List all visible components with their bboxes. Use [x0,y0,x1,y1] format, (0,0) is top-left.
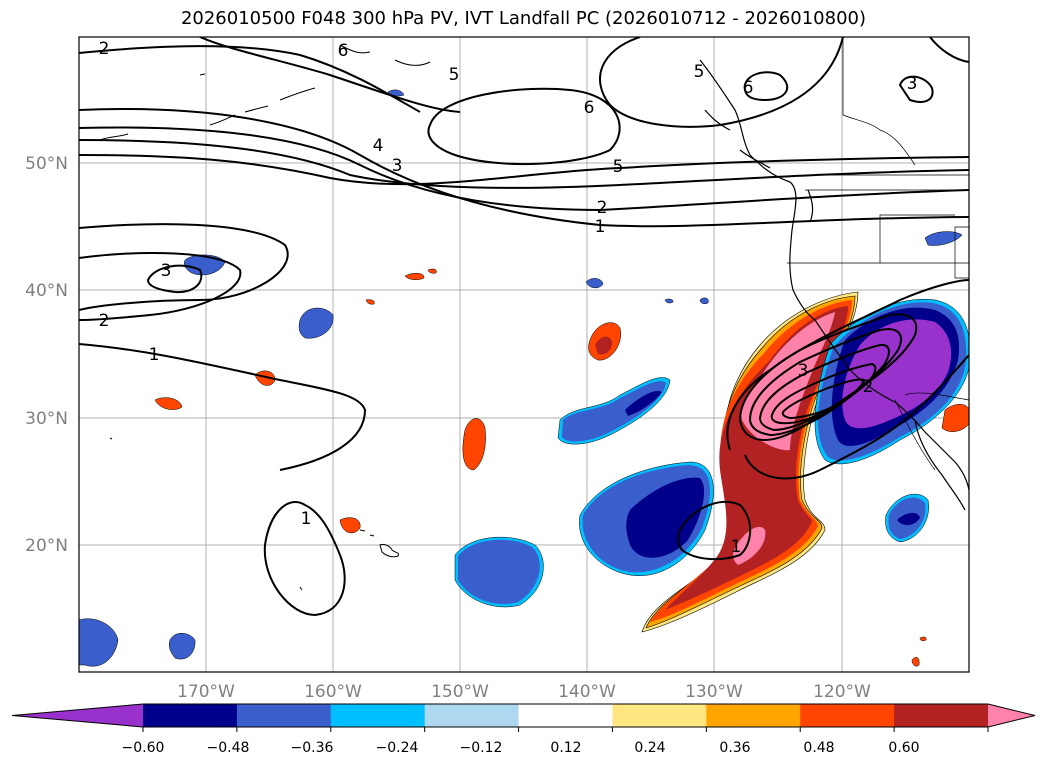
lon-label-170w: 170°W [177,682,235,702]
contour-label: 5 [694,62,705,82]
colorbar-segment [518,704,613,727]
colorbar-tick-label: −0.60 [122,740,165,756]
contour-label: 3 [907,74,918,94]
lon-label-130w: 130°W [685,682,743,702]
contour-label: 2 [863,377,874,397]
small-positive-blobs [154,268,969,667]
positive-pc-shading [641,291,859,633]
contour-label: 2 [99,39,110,59]
colorbar: −0.60 −0.48 −0.36 −0.24 −0.12 0.12 0.24 … [11,703,1036,756]
colorbar-segment [424,704,520,727]
contour-label: 5 [613,157,624,177]
colorbar-tick-label: −0.12 [460,740,503,756]
latitude-labels: 50°N 40°N 30°N 20°N [25,154,68,556]
contour-label: 6 [743,78,754,98]
contour-label: 1 [731,537,742,557]
map-frame [78,36,970,673]
contour-labels: 2 6 5 6 5 6 3 4 3 5 2 1 3 2 1 1 3 2 1 [99,39,918,557]
colorbar-segment [236,704,332,727]
contour-label: 6 [584,98,595,118]
colorbar-tick-label: 0.48 [803,740,834,756]
coastlines [699,59,969,511]
contour-label: 3 [392,156,403,176]
colorbar-segment [143,704,238,727]
colorbar-tick-label: 0.24 [634,740,665,756]
lat-label-20n: 20°N [25,536,68,556]
colorbar-extend-max [988,704,1035,727]
colorbar-segment [706,704,801,727]
contour-label: 4 [373,136,384,156]
contour-label: 1 [149,345,160,365]
colorbar-tick-label: 0.60 [888,740,919,756]
map-title: 2026010500 F048 300 hPa PV, IVT Landfall… [180,8,867,29]
contour-label: 2 [99,311,110,331]
colorbar-segments [11,703,1036,732]
lon-label-140w: 140°W [558,682,616,702]
longitude-labels: 170°W 160°W 150°W 140°W 130°W 120°W [177,682,871,702]
colorbar-extend-min [12,704,143,727]
lon-label-160w: 160°W [304,682,362,702]
contour-label: 3 [161,261,172,281]
colorbar-segment [612,704,707,727]
contour-label: 2 [597,198,608,218]
contour-label: 1 [595,217,606,237]
map-area: 2 6 5 6 5 6 3 4 3 5 2 1 3 2 1 1 3 2 1 [79,37,969,672]
colorbar-tick-labels: −0.60 −0.48 −0.36 −0.24 −0.12 0.12 0.24 … [122,740,920,756]
colorbar-tick-label: −0.36 [291,740,334,756]
colorbar-tick-label: −0.24 [376,740,419,756]
colorbar-tick-label: −0.48 [207,740,250,756]
lat-label-50n: 50°N [25,154,68,174]
colorbar-segment [894,704,989,727]
colorbar-segment [330,704,426,727]
colorbar-segment [800,704,895,727]
pv-contours [79,37,969,617]
contour-label: 1 [301,509,312,529]
contour-label: 5 [449,65,460,85]
contour-label: 6 [338,41,349,61]
lon-label-120w: 120°W [813,682,871,702]
contour-label: 3 [798,361,809,381]
colorbar-tick-label: 0.12 [550,740,581,756]
lat-label-30n: 30°N [25,409,68,429]
lat-label-40n: 40°N [25,281,68,301]
lon-label-150w: 150°W [431,682,489,702]
colorbar-tick-label: 0.36 [719,740,750,756]
